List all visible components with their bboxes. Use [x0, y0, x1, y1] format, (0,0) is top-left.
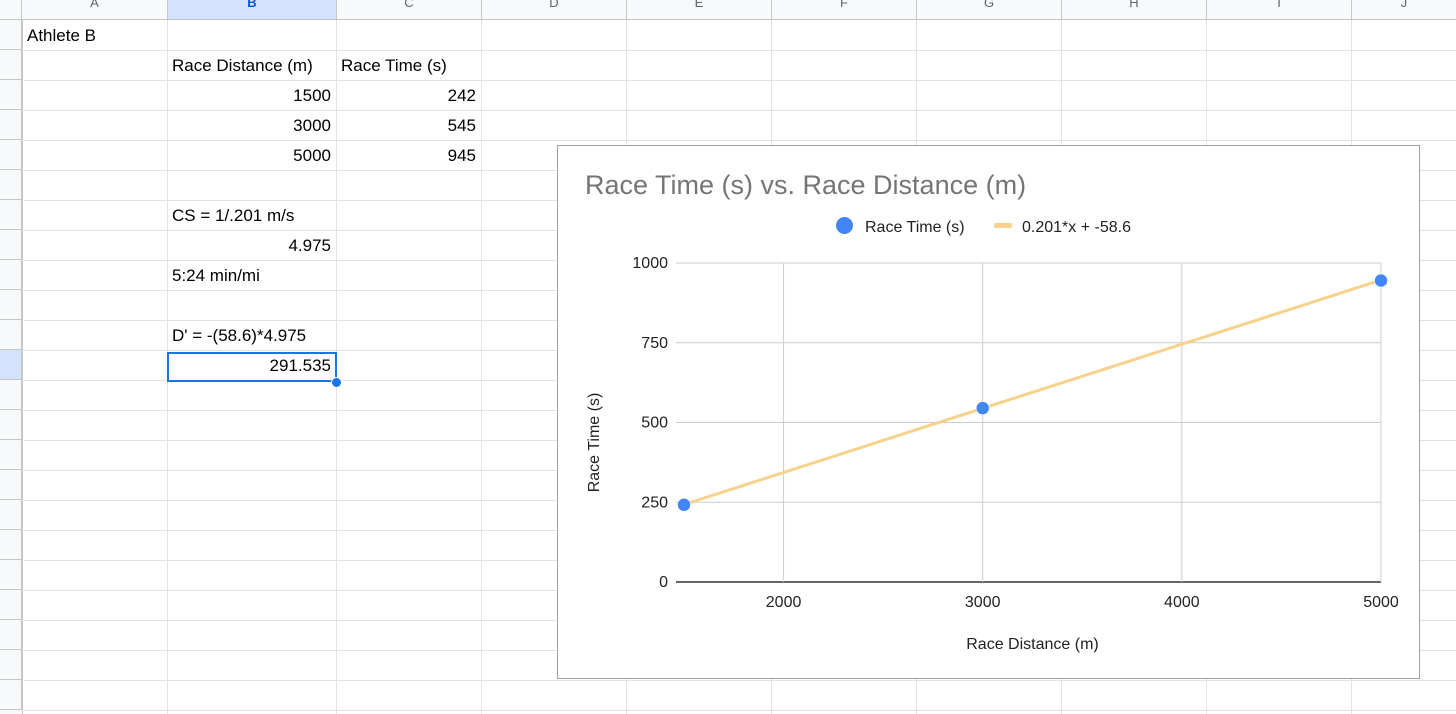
- grid-line: [22, 50, 1456, 51]
- chart-plot: 0 250 500 750 1000 2000 3000 4000 5000 Race Dista…: [586, 255, 1399, 653]
- grid-line: [22, 80, 1456, 81]
- column-header-h[interactable]: H: [1062, 0, 1207, 20]
- x-tick-label: 5000: [1363, 594, 1399, 611]
- legend-item-race-time: Race Time (s): [836, 216, 965, 240]
- select-all-corner[interactable]: [0, 0, 22, 20]
- cell-b13-selected[interactable]: 291.535: [269, 356, 331, 375]
- row-header-selected[interactable]: [0, 350, 22, 380]
- cell-b9[interactable]: 4.975: [288, 236, 331, 255]
- trendline: [682, 278, 1383, 507]
- cell-a2[interactable]: Athlete B: [27, 26, 96, 45]
- column-header-b[interactable]: B: [168, 0, 337, 20]
- row-header[interactable]: [0, 200, 22, 230]
- cell-b8[interactable]: CS = 1/.201 m/s: [172, 206, 295, 225]
- row-header[interactable]: [0, 650, 22, 680]
- cell-b6[interactable]: 5000: [293, 146, 331, 165]
- row-header[interactable]: [0, 620, 22, 650]
- row-header[interactable]: [0, 440, 22, 470]
- cell-c6[interactable]: 945: [447, 146, 476, 165]
- column-header-c[interactable]: C: [337, 0, 482, 20]
- y-tick-label: 1000: [632, 255, 668, 272]
- grid-line: [22, 110, 1456, 111]
- column-header-d[interactable]: D: [482, 0, 627, 20]
- row-header[interactable]: [0, 50, 22, 80]
- legend-item-trendline: 0.201*x + -58.6: [994, 216, 1131, 240]
- row-header[interactable]: [0, 410, 22, 440]
- row-header[interactable]: [0, 560, 22, 590]
- x-axis-title: Race Distance (m): [966, 636, 1098, 653]
- x-tick-label: 3000: [965, 594, 1001, 611]
- row-header[interactable]: [0, 80, 22, 110]
- cell-c4[interactable]: 242: [447, 86, 476, 105]
- column-header-f[interactable]: F: [772, 0, 917, 20]
- column-header-e[interactable]: E: [627, 0, 772, 20]
- y-tick-label: 500: [641, 415, 668, 432]
- row-header[interactable]: [0, 230, 22, 260]
- column-header-a[interactable]: A: [22, 0, 168, 20]
- column-header-g[interactable]: G: [917, 0, 1062, 20]
- embedded-chart[interactable]: Race Time (s) vs. Race Distance (m) Race…: [557, 145, 1420, 679]
- row-header[interactable]: [0, 530, 22, 560]
- selected-cell-outline: [167, 352, 337, 382]
- trendline-swatch-icon: [994, 223, 1012, 229]
- y-tick-label: 750: [641, 335, 668, 352]
- cell-b3[interactable]: Race Distance (m): [172, 56, 313, 75]
- cell-b10[interactable]: 5:24 min/mi: [172, 266, 260, 285]
- column-header-j[interactable]: J: [1352, 0, 1456, 20]
- row-header[interactable]: [0, 320, 22, 350]
- cell-c3[interactable]: Race Time (s): [341, 56, 447, 75]
- column-header-i[interactable]: I: [1207, 0, 1352, 20]
- cell-b4[interactable]: 1500: [293, 86, 331, 105]
- data-point: [1374, 273, 1388, 288]
- cell-c5[interactable]: 545: [447, 116, 476, 135]
- x-tick-label: 2000: [766, 594, 802, 611]
- fill-handle[interactable]: [331, 377, 342, 388]
- data-point: [677, 498, 691, 512]
- legend-label: Race Time (s): [865, 219, 965, 236]
- grid-line: [481, 20, 482, 714]
- row-header[interactable]: [0, 680, 22, 710]
- y-tick-label: 0: [659, 574, 668, 591]
- y-tick-label: 250: [641, 494, 668, 511]
- row-header[interactable]: [0, 590, 22, 620]
- legend-label: 0.201*x + -58.6: [1022, 219, 1131, 236]
- cell-b12[interactable]: D' = -(58.6)*4.975: [172, 326, 307, 345]
- scatter-dot-icon: [836, 217, 853, 235]
- cell-b5[interactable]: 3000: [293, 116, 331, 135]
- row-header[interactable]: [0, 500, 22, 530]
- grid-line: [22, 140, 1456, 141]
- row-header[interactable]: [0, 110, 22, 140]
- data-point: [975, 401, 990, 415]
- chart-legend: Race Time (s) 0.201*x + -58.6: [558, 216, 1419, 240]
- row-header[interactable]: [0, 170, 22, 200]
- grid-line: [22, 710, 1456, 711]
- row-header[interactable]: [0, 20, 22, 50]
- y-axis-title: Race Time (s): [586, 393, 603, 493]
- row-header[interactable]: [0, 380, 22, 410]
- row-header[interactable]: [0, 260, 22, 290]
- x-tick-label: 4000: [1164, 594, 1200, 611]
- row-header[interactable]: [0, 290, 22, 320]
- grid-line: [22, 680, 1456, 681]
- row-header[interactable]: [0, 140, 22, 170]
- row-header[interactable]: [0, 470, 22, 500]
- chart-title: Race Time (s) vs. Race Distance (m): [585, 170, 1027, 200]
